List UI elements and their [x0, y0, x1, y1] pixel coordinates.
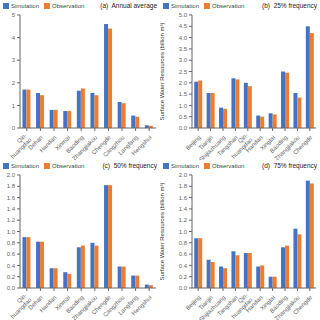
- svg-text:4: 4: [12, 35, 16, 41]
- svg-text:0.4: 0.4: [179, 263, 188, 269]
- svg-text:0.8: 0.8: [8, 240, 16, 246]
- svg-text:1.4: 1.4: [179, 206, 188, 212]
- svg-text:1.4: 1.4: [8, 206, 16, 212]
- svg-text:Hengshui: Hengshui: [131, 294, 153, 316]
- svg-text:1.0: 1.0: [179, 103, 188, 109]
- svg-text:2.5: 2.5: [179, 69, 188, 75]
- svg-text:Chengde: Chengde: [292, 294, 312, 316]
- svg-text:2: 2: [12, 80, 16, 86]
- svg-text:Hengshui: Hengshui: [131, 134, 153, 156]
- svg-text:0.0: 0.0: [179, 285, 188, 291]
- svg-text:1.2: 1.2: [8, 217, 16, 223]
- svg-text:0.6: 0.6: [8, 251, 16, 257]
- svg-text:0: 0: [12, 125, 16, 131]
- svg-text:Handan: Handan: [38, 294, 57, 313]
- svg-text:2.0: 2.0: [8, 172, 16, 178]
- svg-text:1.5: 1.5: [179, 91, 188, 97]
- svg-text:2.0: 2.0: [179, 80, 188, 86]
- svg-text:0.0: 0.0: [179, 125, 188, 131]
- svg-text:5: 5: [12, 12, 16, 18]
- svg-text:1.2: 1.2: [179, 217, 188, 223]
- svg-text:1: 1: [12, 103, 16, 109]
- svg-text:0.0: 0.0: [8, 285, 16, 291]
- svg-text:Surface Water Resources (billi: Surface Water Resources (billion m³): [160, 182, 165, 280]
- svg-text:Handan: Handan: [38, 134, 57, 153]
- svg-text:Surface Water Resources (billi: Surface Water Resources (billion m³): [160, 22, 165, 120]
- svg-text:3.5: 3.5: [179, 46, 188, 52]
- svg-text:Chengde: Chengde: [292, 134, 312, 156]
- svg-text:4.0: 4.0: [179, 35, 188, 41]
- svg-text:1.8: 1.8: [179, 183, 188, 189]
- svg-text:5.0: 5.0: [179, 12, 188, 18]
- svg-text:3.0: 3.0: [179, 57, 188, 63]
- svg-text:0.2: 0.2: [179, 274, 188, 280]
- svg-text:0.8: 0.8: [179, 240, 188, 246]
- svg-text:0.4: 0.4: [8, 263, 16, 269]
- svg-text:4.5: 4.5: [179, 23, 188, 29]
- svg-text:1.6: 1.6: [179, 195, 188, 201]
- svg-text:2.0: 2.0: [179, 172, 188, 178]
- svg-text:1.0: 1.0: [8, 229, 16, 235]
- svg-text:3: 3: [12, 57, 16, 63]
- svg-text:1.6: 1.6: [8, 195, 16, 201]
- svg-text:0.6: 0.6: [179, 251, 188, 257]
- svg-text:0.5: 0.5: [179, 114, 188, 120]
- svg-text:0.2: 0.2: [8, 274, 16, 280]
- svg-text:1.8: 1.8: [8, 183, 16, 189]
- svg-text:1.0: 1.0: [179, 229, 188, 235]
